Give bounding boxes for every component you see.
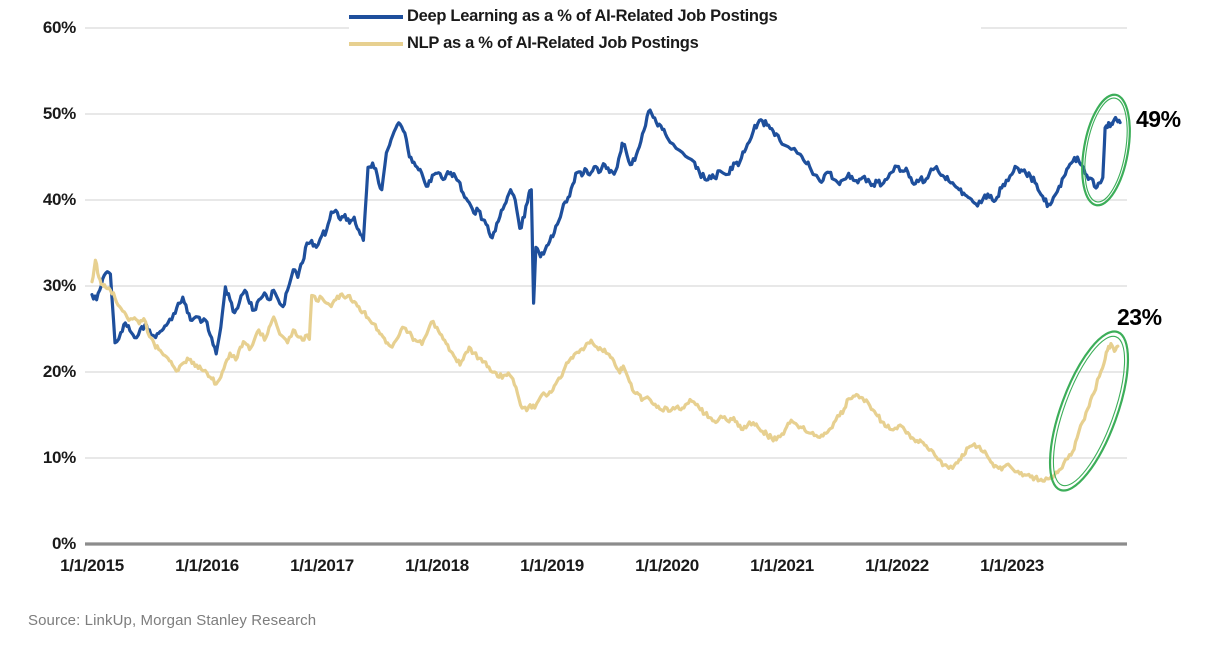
y-tick-label-20%: 20% — [42, 362, 76, 381]
deep-learning-line — [90, 108, 1122, 356]
y-tick-label-40%: 40% — [42, 190, 76, 209]
legend-line-swatch — [349, 14, 403, 19]
legend-label: Deep Learning as a % of AI-Related Job P… — [407, 7, 778, 25]
x-tick-label-2019: 1/1/2019 — [520, 556, 584, 575]
legend-label: NLP as a % of AI-Related Job Postings — [407, 34, 699, 52]
annotation-49-percent: 49% — [1136, 106, 1181, 132]
x-tick-label-2022: 1/1/2022 — [865, 556, 929, 575]
source-caption: Source: LinkUp, Morgan Stanley Research — [28, 612, 317, 629]
y-tick-label-10%: 10% — [42, 448, 76, 467]
nlp-surge-ellipse — [1048, 330, 1130, 492]
legend-item-deep-learning: Deep Learning as a % of AI-Related Job P… — [349, 3, 981, 30]
legend: Deep Learning as a % of AI-Related Job P… — [349, 3, 981, 57]
deep-learning-surge-ellipse — [1081, 93, 1131, 207]
annotation-23-percent: 23% — [1117, 304, 1162, 330]
y-tick-label-30%: 30% — [42, 276, 76, 295]
nlp-surge-ellipse-inner — [1052, 335, 1126, 487]
y-tick-label-0%: 0% — [52, 534, 76, 553]
legend-item-nlp: NLP as a % of AI-Related Job Postings — [349, 30, 981, 57]
x-tick-label-2023: 1/1/2023 — [980, 556, 1044, 575]
x-tick-label-2021: 1/1/2021 — [750, 556, 814, 575]
x-tick-label-2015: 1/1/2015 — [60, 556, 124, 575]
x-tick-label-2016: 1/1/2016 — [175, 556, 239, 575]
y-tick-label-50%: 50% — [42, 104, 76, 123]
x-tick-label-2017: 1/1/2017 — [290, 556, 354, 575]
legend-line-swatch — [349, 41, 403, 46]
nlp-line — [90, 258, 1120, 483]
x-tick-label-2020: 1/1/2020 — [635, 556, 699, 575]
y-tick-label-60%: 60% — [42, 18, 76, 37]
x-tick-label-2018: 1/1/2018 — [405, 556, 469, 575]
deep-learning-surge-ellipse-inner — [1084, 97, 1128, 203]
